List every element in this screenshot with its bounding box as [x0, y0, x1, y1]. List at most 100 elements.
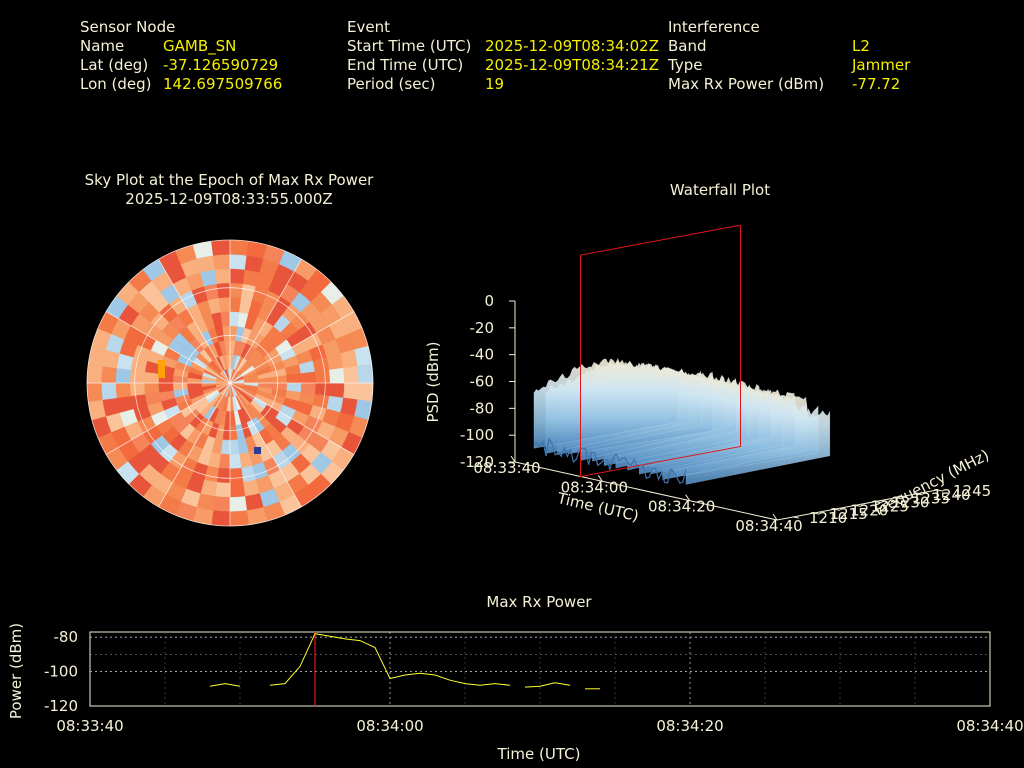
skyplot — [86, 239, 374, 527]
skyplot-spoke — [229, 382, 355, 455]
skyplot-spoke — [105, 311, 231, 384]
skyplot-cell — [300, 371, 317, 384]
skyplot-cell — [229, 254, 248, 270]
skyplot-cell — [343, 365, 359, 384]
waterfall-time-tick-label: 08:34:40 — [735, 517, 802, 535]
waterfall-time-tick-label: 08:34:00 — [561, 478, 628, 496]
skyplot-spoke — [229, 258, 302, 384]
skyplot-cell — [214, 268, 231, 284]
power-x-tick-label: 08:34:20 — [656, 717, 723, 735]
interference-type-label: Type — [668, 56, 703, 74]
sensor-lon-value: 142.697509766 — [163, 75, 283, 93]
waterfall-freq-tick-label: 1245 — [953, 482, 991, 500]
skyplot-cell — [143, 382, 160, 395]
waterfall-z-tick-label: -80 — [470, 399, 495, 417]
skyplot-cell — [229, 467, 244, 484]
skyplot-cell — [158, 382, 174, 393]
sensor-name-value: GAMB_SN — [163, 37, 237, 55]
skyplot-cell — [86, 364, 103, 384]
power-series-line — [524, 682, 571, 688]
skyplot-cell — [101, 365, 117, 384]
skyplot-title: Sky Plot at the Epoch of Max Rx Power — [84, 171, 374, 189]
event-start-value: 2025-12-09T08:34:02Z — [485, 37, 659, 55]
waterfall-time-tick — [772, 513, 778, 521]
waterfall-freq-tick — [834, 508, 841, 511]
power-series-line — [209, 683, 241, 687]
skyplot-cell — [212, 254, 231, 270]
interference-type-value: Jammer — [852, 56, 911, 74]
interference-heading: Interference — [668, 18, 760, 36]
power-x-tick-label: 08:34:00 — [356, 717, 423, 735]
power-title: Max Rx Power — [486, 593, 592, 611]
skyplot-cell — [229, 239, 249, 256]
skyplot-cell — [211, 239, 231, 256]
waterfall-freq-axis — [776, 489, 938, 521]
waterfall-z-tick-label: -120 — [460, 453, 494, 471]
interference-band-label: Band — [668, 37, 707, 55]
skyplot-spoke — [158, 258, 231, 384]
sensor-lat-label: Lat (deg) — [80, 56, 149, 74]
skyplot-grid — [86, 239, 374, 527]
interference-power-value: -77.72 — [852, 75, 901, 93]
sensor-lat-value: -37.126590729 — [163, 56, 279, 74]
waterfall-surface-row — [533, 357, 679, 449]
skyplot-subtitle: 2025-12-09T08:33:55.000Z — [125, 190, 333, 208]
waterfall-marker-plane — [580, 225, 741, 478]
waterfall-z-tick-label: -60 — [470, 373, 495, 391]
skyplot-hotspot — [158, 360, 165, 378]
waterfall-surface — [533, 357, 831, 485]
skyplot-cell — [314, 382, 331, 397]
skyplot-cell — [329, 382, 345, 399]
skyplot-cell — [212, 496, 231, 512]
skyplot-cell — [286, 373, 302, 384]
skyplot-cell — [214, 482, 231, 498]
waterfall-freq-tick — [936, 489, 944, 492]
power-chart: -80 -100 -120 08:33:40 08:34:00 08:34:20 08:34… — [7, 623, 1024, 763]
waterfall-z-label: PSD (dBm) — [424, 341, 442, 422]
sensor-heading: Sensor Node — [80, 18, 176, 36]
power-y-tick-label: -120 — [44, 697, 78, 715]
event-start-label: Start Time (UTC) — [347, 37, 472, 55]
sensor-lon-label: Lon (deg) — [80, 75, 152, 93]
skyplot-coldspot — [254, 447, 261, 454]
waterfall-freq-tick — [813, 512, 820, 515]
power-series-line — [269, 633, 511, 686]
skyplot-cell — [229, 453, 242, 470]
skyplot-cell — [86, 382, 103, 402]
power-x-label: Time (UTC) — [497, 745, 581, 763]
waterfall-freq-tick — [854, 504, 861, 507]
skyplot-cell — [115, 367, 131, 384]
waterfall-time-tick-label: 08:33:40 — [473, 459, 540, 477]
skyplot-spoke — [158, 382, 231, 508]
skyplot-cell — [229, 268, 246, 284]
skyplot-cell — [101, 382, 117, 401]
sensor-name-label: Name — [80, 37, 125, 55]
event-period-value: 19 — [485, 75, 505, 93]
waterfall-z-tick-label: -20 — [470, 319, 495, 337]
waterfall-time-tick — [510, 455, 516, 463]
waterfall-time-tick — [597, 475, 603, 482]
skyplot-cells — [86, 239, 374, 527]
waterfall-plot: 0 -20 -40 -60 -80 -100 -120 PSD (dBm) 08:33:40 08… — [424, 225, 992, 535]
waterfall-time-tick — [685, 494, 691, 501]
skyplot-cell — [129, 382, 146, 397]
event-period-label: Period (sec) — [347, 75, 436, 93]
power-y-label: Power (dBm) — [7, 623, 25, 719]
power-x-tick-label: 08:33:40 — [56, 717, 123, 735]
power-y-tick-label: -100 — [44, 663, 78, 681]
skyplot-cell — [314, 369, 331, 384]
interference-power-label: Max Rx Power (dBm) — [668, 75, 825, 93]
waterfall-freq-tick — [916, 493, 923, 496]
interference-band-value: L2 — [852, 37, 870, 55]
waterfall-surface-edge — [533, 437, 687, 484]
skyplot-cell — [229, 510, 249, 527]
skyplot-cell — [216, 282, 231, 299]
waterfall-freq-tick — [792, 516, 800, 519]
power-x-tick-label: 08:34:40 — [956, 717, 1023, 735]
event-end-value: 2025-12-09T08:34:21Z — [485, 56, 659, 74]
waterfall-time-axis — [514, 461, 778, 521]
event-heading: Event — [347, 18, 390, 36]
skyplot-cell — [218, 296, 231, 313]
skyplot-cell — [129, 369, 146, 384]
waterfall-freq-tick — [895, 497, 902, 500]
